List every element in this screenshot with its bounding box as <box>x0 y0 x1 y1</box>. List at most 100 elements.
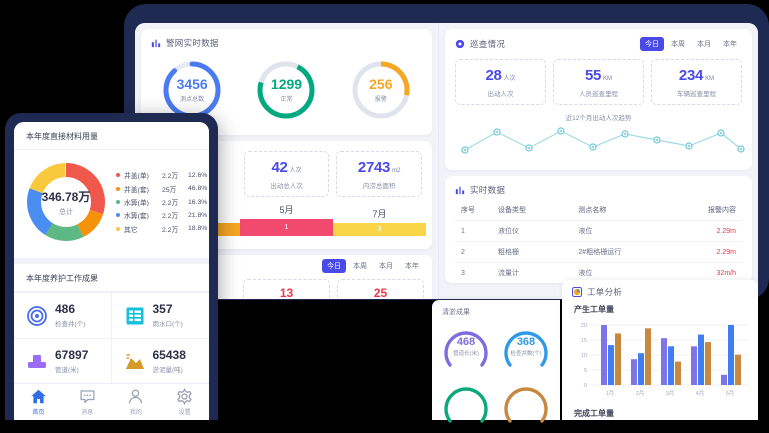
tab-year[interactable]: 本年 <box>405 263 419 270</box>
legend-value: 2.2万 <box>162 200 179 207</box>
manhole-icon <box>27 305 47 326</box>
legend-dot-icon <box>116 213 120 218</box>
dredge-result-title: 清淤成果 <box>442 309 470 316</box>
nav-item-home[interactable]: 首页 <box>14 388 63 416</box>
legend-value: 2.2万 <box>162 173 179 181</box>
svg-text:1月: 1月 <box>606 390 615 397</box>
care-caption: 检查井(个) <box>55 321 86 329</box>
care-cell-manhole[interactable]: 486 检查井(个) <box>14 292 112 339</box>
cell-no: 2 <box>455 241 499 263</box>
nav-item-profile[interactable]: 我的 <box>112 388 161 416</box>
tab-week[interactable]: 本周 <box>671 41 685 48</box>
alarm-table: 序号 设备类型 测点名称 报警内容 1 液位仪 液位 2.29m <box>455 200 742 283</box>
flood-kpi-area: 2743 m2 内涝总面积 <box>336 151 423 197</box>
legend-name: 井盖(单) <box>124 173 149 181</box>
material-legend: 井盖(单) 2.2万 12.6% 井盖(套) 25万 46.8% 水 <box>110 167 207 237</box>
gauge-extra-orange <box>498 381 554 431</box>
legend-dot-icon <box>116 200 120 204</box>
alarm-donut-row: 3456 测点总数 1299 正常 <box>141 53 432 135</box>
trend-line-chart <box>445 123 752 170</box>
legend-item: 其它 2.2万 18.8% <box>116 224 207 234</box>
svg-text:10: 10 <box>581 353 587 359</box>
nav-item-settings[interactable]: 设置 <box>160 388 209 416</box>
col-point: 测点名称 <box>578 207 607 214</box>
material-usage-title: 本年度直接材料用量 <box>14 122 209 150</box>
nav-label: 我的 <box>129 410 142 416</box>
donut-normal: 1299 正常 <box>255 59 317 121</box>
legend-name: 井盖(套) <box>124 186 149 194</box>
flood-kpi-people-caption: 出动总人次 <box>270 183 303 190</box>
workorder-bottom-title: 完成工单量 <box>574 409 614 418</box>
patrol-card: 巡查情况 今日 本周 本月 本年 28 人次 出动人次 <box>445 29 752 170</box>
workorder-bar-chart: 20 15 10 5 0 1月 2月 3月 4月 5月 <box>562 317 758 404</box>
nav-label: 设置 <box>178 410 191 416</box>
month-bar: 1 <box>240 219 333 236</box>
cell-point: 2#粗格栅运行 <box>578 241 676 263</box>
bar-chart-icon <box>455 186 465 195</box>
cell-content: 32m/h <box>675 262 742 283</box>
tab-month[interactable]: 本月 <box>379 263 393 270</box>
donut-total-value: 3456 <box>176 76 208 92</box>
tablet-device-frame: 警网实时数据 3456 测点总数 <box>124 4 769 300</box>
tab-month[interactable]: 本月 <box>697 41 711 48</box>
patrol-header: 巡查情况 今日 本周 本月 本年 <box>445 29 752 55</box>
legend-pct: 12.6% <box>188 171 208 179</box>
nav-item-message[interactable]: 消息 <box>63 388 112 416</box>
bar-chart-icon <box>151 39 161 48</box>
table-row[interactable]: 3 流量计 液位 32m/h <box>455 262 742 283</box>
svg-text:4月: 4月 <box>696 390 705 397</box>
legend-pct: 21.8% <box>188 211 208 219</box>
care-result-card: 本年度养护工作成果 486 检查井(个) <box>14 264 209 385</box>
person-icon <box>129 389 143 404</box>
table-row[interactable]: 2 粗格栅 2#粗格栅运行 2.29m <box>455 241 742 263</box>
tab-year[interactable]: 本年 <box>723 41 737 48</box>
table-row[interactable]: 1 液位仪 液位 2.29m <box>455 220 742 242</box>
mini-value: 13 <box>279 286 294 299</box>
cell-content: 2.29m <box>675 241 742 263</box>
care-caption: 管道(米) <box>55 367 79 375</box>
month-rank-item[interactable]: 7月 3 <box>333 207 426 236</box>
care-value: 486 <box>55 302 76 316</box>
nav-label: 消息 <box>81 410 94 416</box>
tab-today[interactable]: 今日 <box>322 259 346 273</box>
month-bar: 3 <box>333 223 426 236</box>
donut-alarm-caption: 报警 <box>374 97 387 103</box>
material-total-value: 346.78万 <box>41 189 91 204</box>
care-cell-pipe[interactable]: 67897 管道(米) <box>14 338 112 385</box>
nav-label: 首页 <box>32 410 45 416</box>
phone-screen: 本年度直接材料用量 346.78万 总计 <box>14 122 209 420</box>
donut-total-caption: 测点总数 <box>180 97 205 103</box>
gear-icon <box>177 388 192 405</box>
tablet-screen: 警网实时数据 3456 测点总数 <box>135 23 758 299</box>
care-cell-grate[interactable]: 357 雨水口(个) <box>111 292 209 338</box>
flood-kpi-area-value: 2743 <box>357 159 391 176</box>
table-header-row: 序号 设备类型 测点名称 报警内容 <box>455 200 742 221</box>
tab-today[interactable]: 今日 <box>640 37 664 51</box>
mini-dredge-red: 25 清淤 <box>337 279 424 299</box>
kpi-unit: KM <box>705 76 715 82</box>
month-label: 5月 <box>279 205 294 215</box>
patrol-title: 巡查情况 <box>470 39 506 49</box>
gauge-row-top: 468 管道长(米) 368 检查井数(个) <box>432 319 560 373</box>
donut-total: 3456 测点总数 <box>161 59 223 121</box>
month-rank-item[interactable]: 5月 1 <box>240 203 333 236</box>
material-donut: 346.78万 总计 <box>22 158 110 246</box>
kpi-value: 28 <box>485 67 502 84</box>
col-device: 设备类型 <box>498 207 527 214</box>
care-caption: 淤泥量(吨) <box>152 367 183 375</box>
gauge-manhole-count: 368 检查井数(个) <box>498 321 554 371</box>
tab-week[interactable]: 本周 <box>353 263 367 270</box>
mini-value: 25 <box>373 286 388 299</box>
workorder-title: 工单分析 <box>587 287 623 297</box>
flood-kpi-people-value: 42 <box>271 159 288 176</box>
care-cell-sludge[interactable]: 65438 淤泥量(吨) <box>111 338 209 384</box>
patrol-tabs: 今日 本周 本月 本年 <box>640 37 742 51</box>
chat-icon <box>80 390 95 404</box>
alarm-table-header: 实时数据 <box>445 176 752 200</box>
legend-name: 水箅(套) <box>124 213 149 221</box>
cell-point: 液位 <box>578 220 676 242</box>
trend-chart-title: 近12个月出动人次趋势 <box>565 115 632 122</box>
alarm-table-title: 实时数据 <box>470 185 506 195</box>
patrol-kpi-vehicle-km: 234 KM 车辆巡查里程 <box>651 59 742 105</box>
alarm-realtime-title: 警网实时数据 <box>166 38 219 48</box>
